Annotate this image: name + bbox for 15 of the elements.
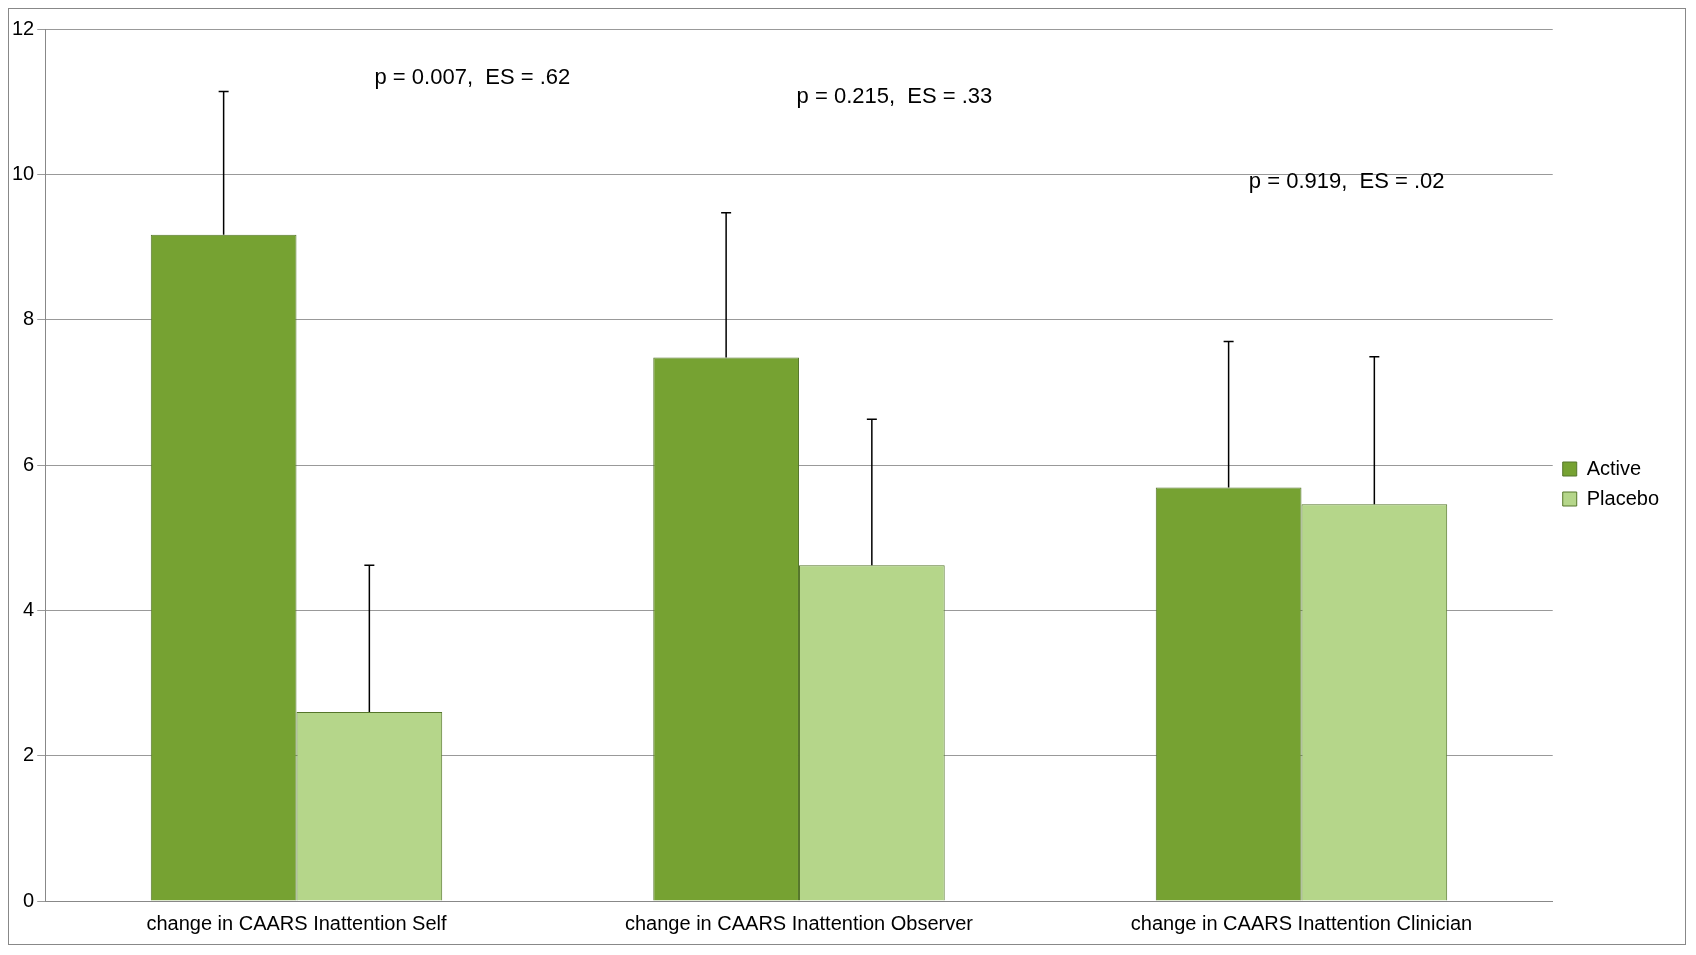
y-tick-label: 8 [23, 307, 35, 330]
y-tick-label: 6 [23, 452, 35, 475]
annotation: p = 0.919, ES = .02 [1248, 167, 1445, 193]
y-tick-label: 4 [23, 597, 35, 620]
x-tick-label: change in CAARS Inattention Clinician [1130, 911, 1473, 934]
y-tick-label: 10 [12, 161, 35, 184]
legend-label: Placebo [1586, 486, 1660, 509]
x-tick-label: change in CAARS Inattention Self [146, 911, 448, 934]
y-tick-label: 2 [23, 743, 35, 766]
legend-label: Active [1586, 456, 1642, 479]
y-tick-label: 12 [12, 16, 35, 39]
x-tick-label: change in CAARS Inattention Observer [625, 911, 974, 934]
y-tick-label: 0 [23, 888, 35, 911]
annotation: p = 0.007, ES = .62 [374, 63, 571, 89]
annotation: p = 0.215, ES = .33 [796, 83, 993, 109]
